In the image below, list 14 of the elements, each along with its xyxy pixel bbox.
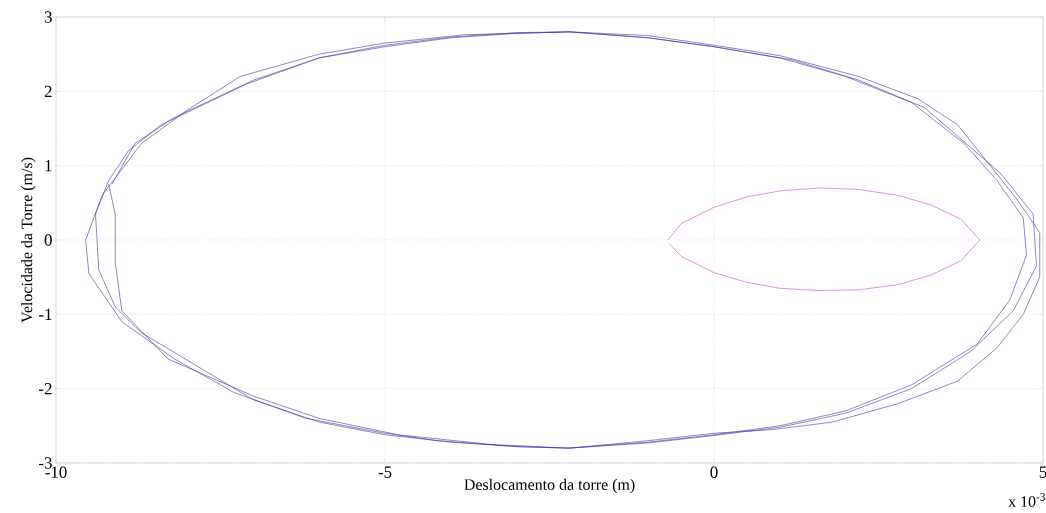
y-tick-label: 1: [45, 160, 52, 172]
y-tick-label: 3: [44, 11, 52, 23]
text: x 10$^{-3}$: [1008, 493, 1045, 507]
y-tick-label: 2: [44, 85, 52, 97]
y-tick-label: -2: [39, 383, 52, 395]
y-tick-label: -1: [39, 308, 52, 320]
line-series: [667, 187, 981, 291]
y-axis-title: Velocidade da Torre (m/s): [21, 157, 36, 323]
y-tick-label: 0: [44, 234, 52, 246]
x-tick-label: 0: [710, 466, 718, 478]
x-axis-title: Deslocamento da torre (m): [464, 478, 635, 494]
x-tick-label: 5: [1039, 466, 1046, 478]
x-tick-label: -5: [378, 466, 392, 478]
line-series: [85, 31, 1041, 449]
